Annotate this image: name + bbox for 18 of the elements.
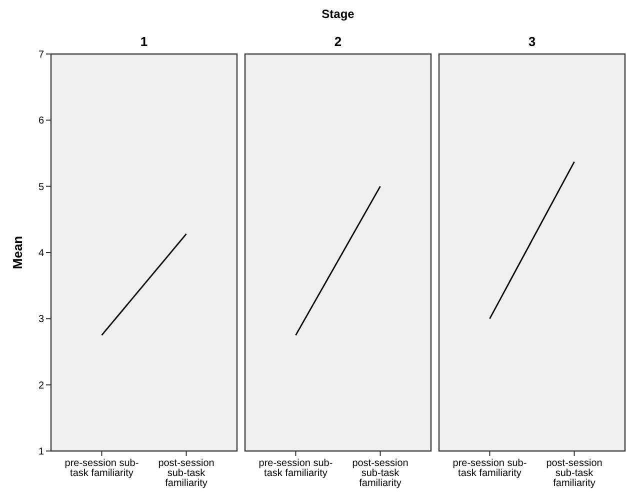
x-tick-label: pre-session sub-task familiarity	[258, 458, 333, 479]
y-tick-label: 6	[38, 116, 44, 127]
x-tick-label: pre-session sub-task familiarity	[452, 458, 527, 479]
x-tick-label: post-session sub-task familiarity	[158, 458, 214, 489]
y-axis-title: Mean	[10, 236, 25, 270]
chart-title: 2	[334, 34, 342, 49]
y-tick-label: 4	[38, 248, 44, 259]
y-tick-label: 3	[38, 314, 44, 326]
y-tick-label: 5	[38, 182, 44, 193]
text: Stage	[322, 7, 355, 21]
x-tick-label: post-session sub-task familiarity	[546, 458, 602, 489]
chart-title: 3	[528, 34, 536, 49]
x-tick-label: post-session sub-task familiarity	[352, 458, 408, 489]
x-tick-label: pre-session sub-task familiarity	[64, 458, 139, 479]
y-tick-label: 2	[38, 380, 44, 392]
y-tick-label: 1	[38, 446, 44, 458]
chart-title: 1	[140, 34, 148, 49]
y-tick-label: 7	[38, 50, 44, 60]
